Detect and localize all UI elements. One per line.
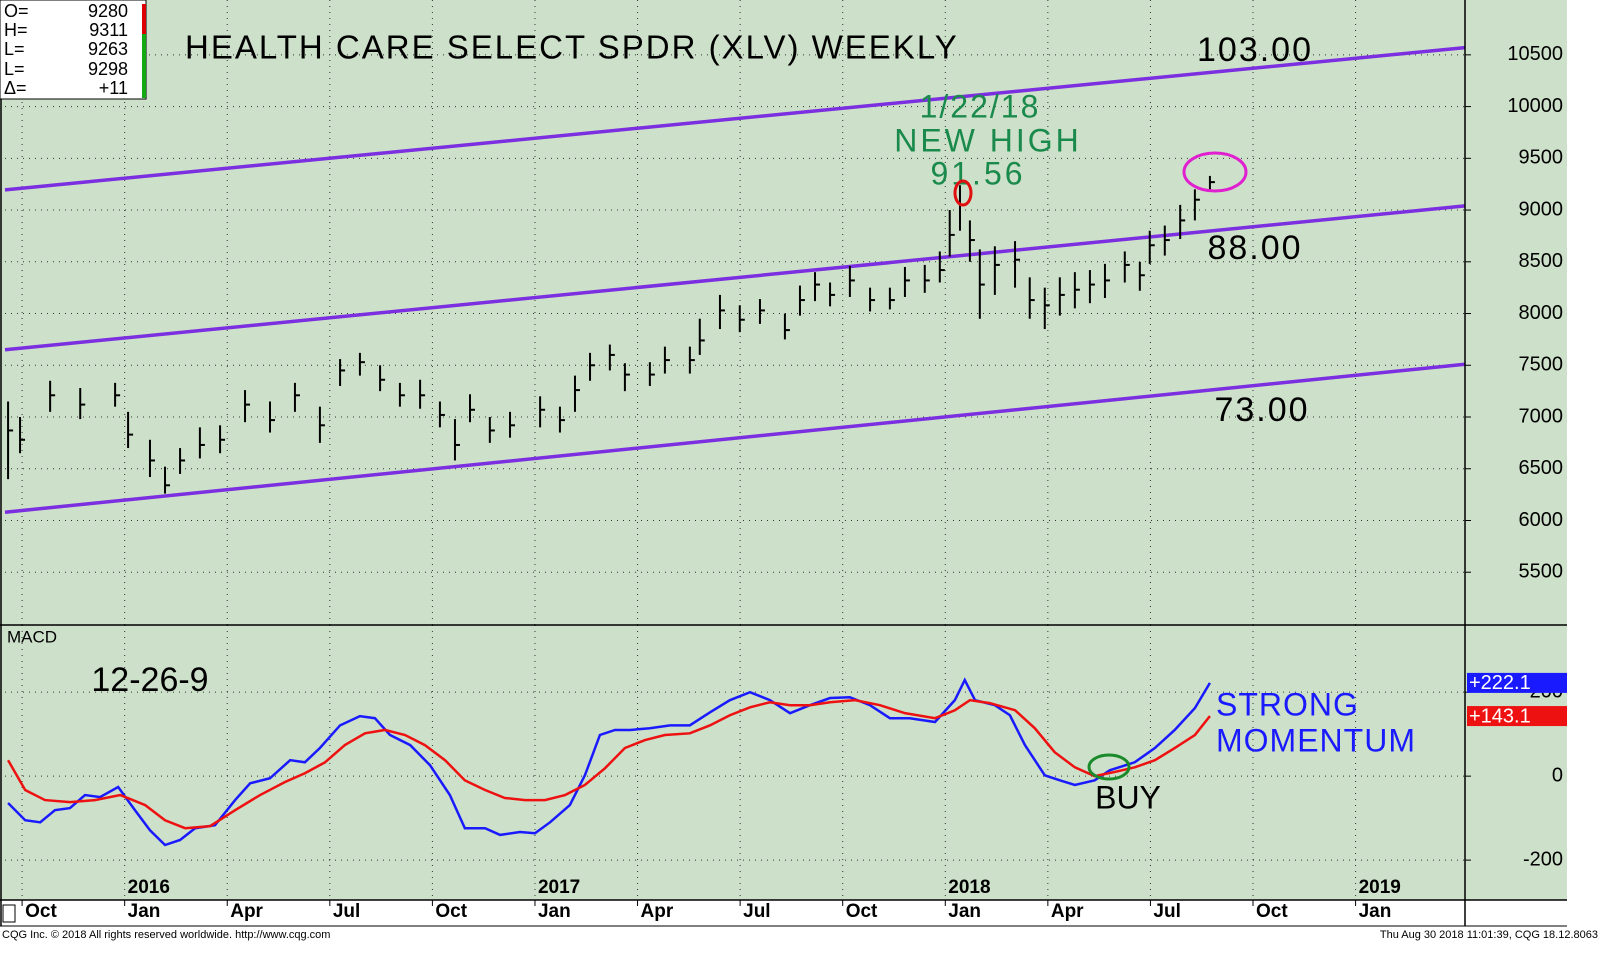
- year-label: 2016: [128, 877, 170, 898]
- high-note: 1/22/18: [920, 88, 1041, 124]
- y-tick-label: 7500: [1519, 354, 1564, 376]
- footer-right: Thu Aug 30 2018 11:01:39, CQG 18.12.8063: [1380, 929, 1598, 941]
- x-tick-label: Apr: [1051, 901, 1084, 922]
- quote-value: 9263: [88, 39, 128, 59]
- value-label: +222.1: [1469, 672, 1531, 694]
- level-label: 103.00: [1197, 31, 1313, 69]
- current-circle: [1182, 151, 1248, 193]
- y-tick-label: 6000: [1519, 509, 1564, 531]
- y-tick-label: 7000: [1519, 405, 1564, 427]
- level-label: 88.00: [1207, 229, 1302, 267]
- x-tick-label: Jul: [743, 901, 770, 922]
- y-tick-label: 6500: [1519, 457, 1564, 479]
- value-label-box: [1467, 672, 1567, 693]
- y-tick-label: 9500: [1519, 147, 1564, 169]
- macd-note: MOMENTUM: [1216, 722, 1416, 758]
- buy-circle: [1087, 753, 1131, 781]
- macd-line: [7, 677, 1212, 847]
- y-tick-label: 8500: [1519, 250, 1564, 272]
- high-note: 91.56: [930, 155, 1025, 191]
- y-tick-label: 5500: [1519, 561, 1564, 583]
- overlay: O= 9280 H= 9311 L= 9263 L= 9298 Δ= +11 H…: [0, 0, 1598, 941]
- y-tick-label: 0: [1552, 764, 1563, 786]
- level-label: 73.00: [1214, 391, 1309, 429]
- y-tick-label: 9000: [1519, 198, 1564, 220]
- value-label-box: [1467, 706, 1567, 727]
- footer-left: CQG Inc. © 2018 All rights reserved worl…: [2, 929, 330, 941]
- axis-strip: [0, 900, 1567, 926]
- quote-label: H=: [4, 20, 28, 40]
- quote-bar-green: [142, 34, 146, 98]
- x-tick-label: Oct: [435, 901, 467, 922]
- y-tick-label: -200: [1523, 848, 1563, 870]
- x-tick-label: Jan: [538, 901, 571, 922]
- macd-note: STRONG: [1216, 686, 1359, 722]
- channel-line: [4, 204, 1466, 352]
- macd-params: 12-26-9: [91, 661, 208, 699]
- channel-line: [4, 45, 1466, 192]
- high-note: NEW HIGH: [894, 122, 1082, 158]
- x-tick-label: Jul: [333, 901, 360, 922]
- x-tick-label: Jan: [948, 901, 981, 922]
- plot-background: [0, 0, 1567, 900]
- quote-value: +11: [99, 78, 128, 98]
- chart-title: HEALTH CARE SELECT SPDR (XLV) WEEKLY: [185, 29, 959, 66]
- x-tick-label: Jan: [128, 901, 161, 922]
- quote-value: 9298: [88, 59, 128, 79]
- y-tick-label: 8000: [1519, 302, 1564, 324]
- high-circle: [953, 179, 973, 207]
- year-label: 2019: [1359, 877, 1401, 898]
- panel-title: MACD: [7, 627, 57, 646]
- y-tick-label: 10000: [1507, 95, 1563, 117]
- x-tick-label: Oct: [25, 901, 57, 922]
- year-label: 2018: [948, 877, 990, 898]
- value-label: +143.1: [1469, 705, 1531, 727]
- x-tick-label: Apr: [230, 901, 263, 922]
- frame: [0, 0, 1567, 927]
- x-tick-label: Oct: [1256, 901, 1288, 922]
- x-tick-label: Jan: [1359, 901, 1392, 922]
- quote-value: 9280: [88, 1, 128, 21]
- x-tick-label: Oct: [846, 901, 878, 922]
- channel-line: [4, 362, 1466, 514]
- year-label: 2017: [538, 877, 580, 898]
- corner-icon: [2, 904, 16, 923]
- quote-label: O=: [4, 1, 29, 21]
- x-tick-label: Jul: [1153, 901, 1180, 922]
- quote-value: 9311: [89, 20, 128, 40]
- x-tick-label: Apr: [641, 901, 674, 922]
- quote-label: L=: [4, 59, 25, 79]
- quote-bar-red: [142, 4, 146, 34]
- quote-label: L=: [4, 39, 25, 59]
- buy-label: BUY: [1095, 779, 1161, 815]
- macd-line: [6, 698, 1211, 830]
- quote-label: Δ=: [4, 78, 27, 98]
- y-tick-label: 10500: [1507, 43, 1563, 65]
